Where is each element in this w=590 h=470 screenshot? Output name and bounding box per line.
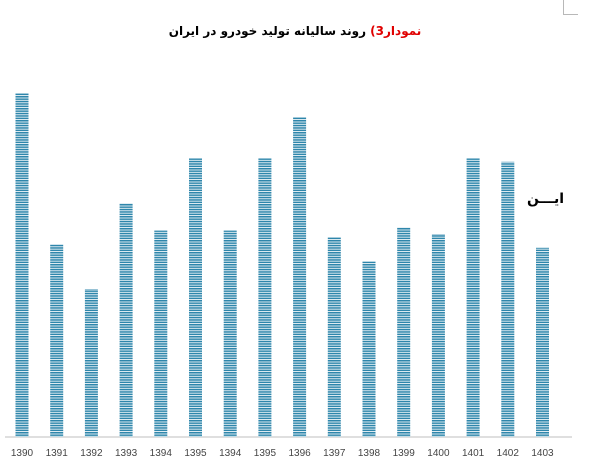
chart-title-prefix: نمودار3) [370, 24, 422, 38]
bar-9 [327, 237, 341, 437]
chart-title-text: روند سالیانه تولید خودرو در ایران [168, 24, 371, 38]
bar-6 [223, 230, 237, 437]
tick-label-13: 1401 [462, 448, 485, 459]
bar-12 [431, 234, 445, 437]
bar-0 [15, 93, 29, 437]
tick-label-11: 1399 [393, 448, 416, 459]
bar-15 [536, 247, 549, 437]
bar-1 [50, 244, 64, 437]
tick-label-1: 1391 [46, 448, 69, 459]
tick-label-7: 1395 [254, 448, 277, 459]
tick-label-0: 1390 [11, 448, 34, 459]
bar-14 [501, 161, 515, 438]
side-text-fragment: ایـــن [527, 191, 565, 207]
bar-3 [119, 203, 133, 437]
chart-title: نمودار3) روند سالیانه تولید خودرو در ایر… [0, 24, 590, 38]
tick-label-2: 1392 [80, 448, 103, 459]
tick-label-9: 1397 [323, 448, 346, 459]
page-corner-mark [563, 0, 578, 15]
tick-label-4: 1394 [150, 448, 173, 459]
tick-label-8: 1396 [288, 448, 311, 459]
x-tick-labels: 1390 1391 1392 1393 1394 1395 1394 1395 1396 1397… [11, 448, 554, 459]
bars-group [15, 93, 549, 438]
tick-label-10: 1398 [358, 448, 381, 459]
tick-label-5: 1395 [184, 448, 207, 459]
bar-5 [189, 158, 202, 437]
bar-2 [84, 289, 98, 437]
tick-label-3: 1393 [115, 448, 138, 459]
tick-label-14: 1402 [497, 448, 520, 459]
bar-4 [154, 230, 168, 437]
tick-label-12: 1400 [427, 448, 450, 459]
tick-label-15: 1403 [531, 448, 554, 459]
bar-7 [258, 158, 272, 437]
bar-11 [397, 227, 411, 437]
bar-13 [466, 158, 480, 437]
bar-10 [362, 261, 376, 437]
tick-label-6: 1394 [219, 448, 242, 459]
bar-8 [293, 117, 307, 437]
